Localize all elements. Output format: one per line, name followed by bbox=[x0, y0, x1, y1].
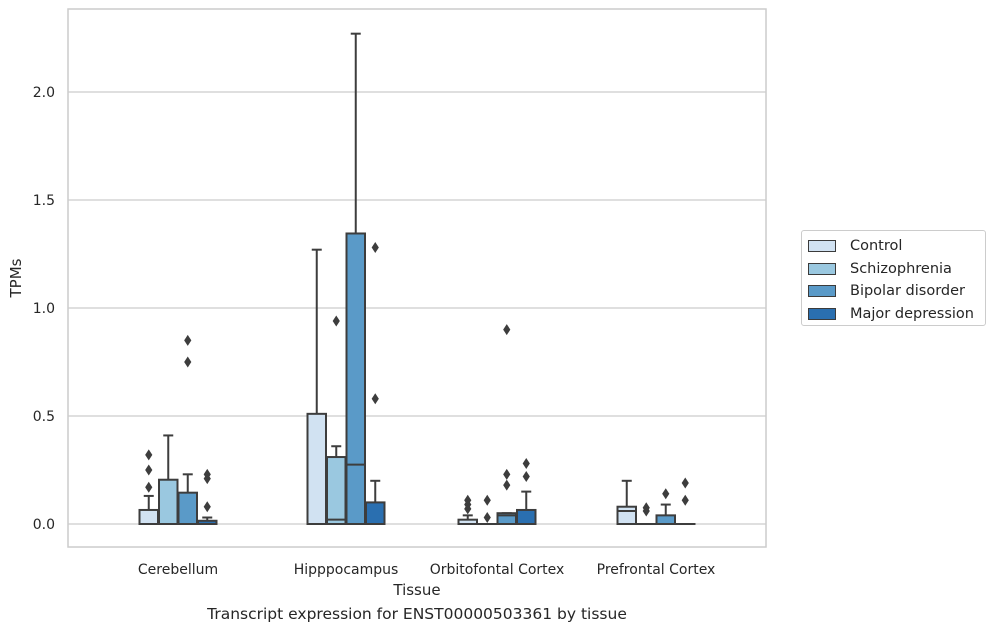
legend-swatch bbox=[808, 240, 836, 253]
legend: Control Schizophrenia Bipolar disorder Majo… bbox=[801, 230, 986, 326]
box-bipolar-disorder bbox=[345, 32, 366, 525]
outlier-point bbox=[371, 393, 379, 405]
x-tick-label: Hipppocampus bbox=[294, 562, 399, 578]
y-axis-title: TPMs bbox=[7, 258, 25, 298]
outlier-point bbox=[184, 334, 192, 346]
box bbox=[345, 232, 366, 525]
legend-label: Bipolar disorder bbox=[850, 283, 965, 300]
legend-swatch bbox=[808, 285, 836, 298]
y-tick-label: 1.0 bbox=[33, 301, 55, 317]
box-bipolar-disorder bbox=[655, 488, 676, 525]
plot-frame bbox=[67, 8, 767, 548]
legend-item: Bipolar disorder bbox=[808, 280, 985, 303]
box bbox=[655, 514, 676, 525]
box-major-depression bbox=[675, 477, 696, 526]
outlier-point bbox=[483, 494, 491, 506]
box bbox=[516, 508, 537, 525]
box bbox=[138, 508, 159, 525]
outlier-point bbox=[145, 481, 153, 493]
outlier-point bbox=[503, 479, 511, 491]
outlier-point bbox=[184, 356, 192, 368]
box-schizophrenia bbox=[326, 315, 347, 526]
outlier-point bbox=[522, 470, 530, 482]
outlier-point bbox=[662, 488, 670, 500]
plot-area bbox=[68, 9, 766, 547]
legend-label: Schizophrenia bbox=[850, 260, 952, 277]
box-schizophrenia bbox=[477, 494, 498, 526]
box-major-depression bbox=[516, 458, 537, 525]
box-control bbox=[616, 479, 637, 526]
legend-item: Major depression bbox=[808, 303, 985, 326]
box bbox=[365, 501, 386, 525]
box-major-depression bbox=[197, 468, 218, 526]
y-tick-label: 2.0 bbox=[33, 85, 55, 101]
outlier-point bbox=[642, 502, 650, 514]
outlier-point bbox=[483, 512, 491, 524]
box bbox=[326, 456, 347, 526]
box-control bbox=[138, 449, 159, 525]
x-tick-labels: Cerebellum Hipppocampus Orbitofontal Corte… bbox=[138, 562, 715, 578]
x-axis-title: Tissue bbox=[392, 581, 440, 599]
legend-label: Major depression bbox=[850, 305, 974, 322]
outlier-point bbox=[371, 242, 379, 254]
box bbox=[306, 412, 327, 525]
legend-item: Control bbox=[808, 235, 985, 258]
box-layer bbox=[138, 32, 696, 526]
legend-label: Control bbox=[850, 238, 903, 255]
outlier-point bbox=[332, 315, 340, 327]
outlier-point bbox=[145, 464, 153, 476]
y-tick-label: 1.5 bbox=[33, 193, 55, 209]
outlier-point bbox=[503, 324, 511, 336]
box-major-depression bbox=[365, 242, 386, 525]
legend-item: Schizophrenia bbox=[808, 258, 985, 281]
outlier-point bbox=[145, 449, 153, 461]
box bbox=[177, 491, 198, 525]
legend-swatch bbox=[808, 262, 836, 275]
outlier-point bbox=[503, 468, 511, 480]
box bbox=[616, 505, 637, 526]
outlier-point bbox=[522, 458, 530, 470]
y-tick-label: 0.5 bbox=[33, 409, 55, 425]
outlier-point bbox=[203, 501, 211, 513]
box bbox=[158, 478, 179, 525]
outlier-point bbox=[681, 494, 689, 506]
x-tick-label: Orbitofontal Cortex bbox=[430, 562, 565, 578]
y-tick-label: 0.0 bbox=[33, 517, 55, 533]
y-tick-labels: 0.0 0.5 1.0 1.5 2.0 bbox=[33, 85, 55, 533]
x-tick-label: Prefrontal Cortex bbox=[597, 562, 716, 578]
outlier-point bbox=[203, 468, 211, 480]
box-control bbox=[457, 494, 478, 525]
outlier-point bbox=[464, 494, 472, 506]
outlier-point bbox=[681, 477, 689, 489]
chart-caption: Transcript expression for ENST0000050336… bbox=[207, 605, 627, 623]
legend-swatch bbox=[808, 307, 836, 320]
box-bipolar-disorder bbox=[177, 334, 198, 525]
x-tick-label: Cerebellum bbox=[138, 562, 218, 578]
